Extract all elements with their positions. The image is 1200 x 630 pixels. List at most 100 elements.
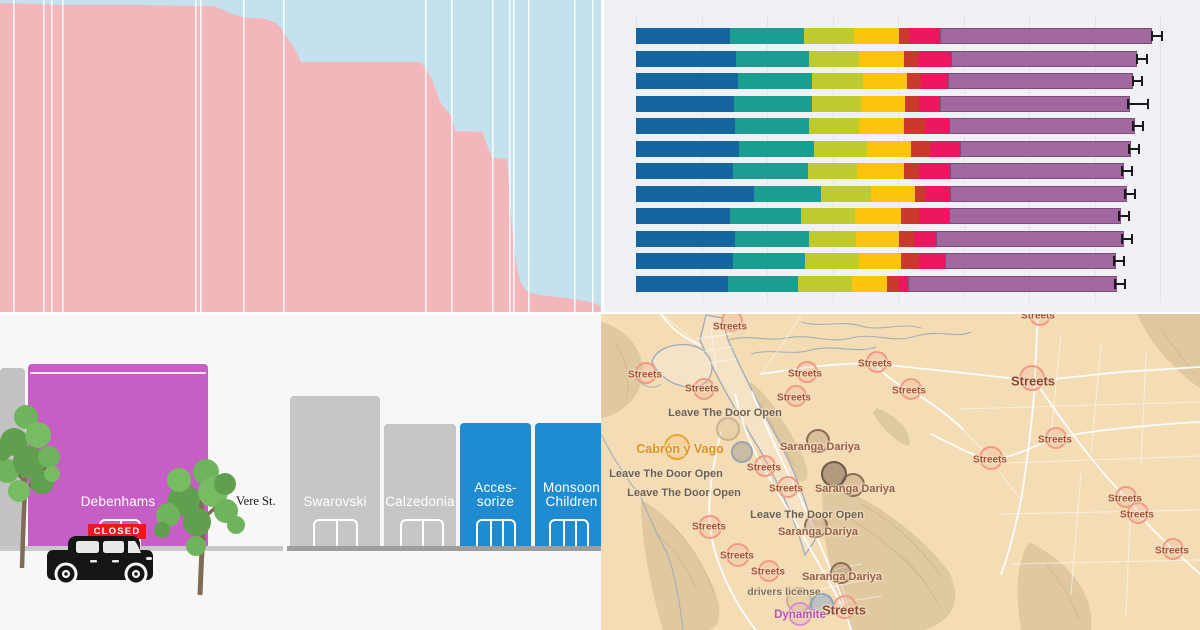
error-bar-line — [1114, 282, 1125, 285]
building-label: Monsoon Children — [543, 480, 600, 509]
gridline-vertical — [574, 0, 576, 312]
area-chart-svg — [0, 0, 601, 312]
bar-segment-yellow — [870, 185, 915, 202]
map-marker-darkfill — [821, 461, 847, 487]
bar-segment-dark-blue — [636, 50, 737, 67]
bar-segment-yellow-green — [797, 275, 852, 292]
bar-segment-magenta — [918, 208, 949, 224]
error-bar-line — [1132, 80, 1143, 82]
gridline-vertical — [195, 0, 197, 312]
gridline-vertical — [701, 14, 703, 302]
map-label-song: Leave The Door Open — [750, 509, 864, 521]
gridline-vertical — [51, 0, 53, 312]
map-label-song: Streets — [1021, 314, 1055, 322]
error-bar-cap — [1161, 31, 1164, 41]
gridline-vertical — [200, 0, 202, 312]
bar-segment-yellow-green — [808, 230, 857, 247]
bar-segment-magenta — [925, 185, 950, 202]
map-label-song: Saranga Dariya — [801, 571, 883, 583]
panel-stacked-bar-chart — [604, 0, 1200, 312]
bar-segment-red — [903, 163, 919, 179]
error-bar-cap — [1113, 278, 1116, 289]
map-marker-pink — [693, 378, 715, 400]
bar-segment-teal — [729, 208, 802, 224]
bar-segment-yellow — [855, 208, 902, 224]
gridline-vertical — [636, 14, 637, 302]
bar-segment-magenta — [918, 253, 946, 269]
map-marker-brown — [804, 514, 828, 538]
error-bar-line — [1113, 260, 1124, 262]
gridline-vertical — [513, 0, 515, 312]
bar-segment-magenta — [921, 73, 948, 89]
map-label-song: Saranga Dariya — [814, 483, 896, 495]
bar-segment-yellow — [851, 275, 887, 292]
bar-segment-red — [901, 253, 919, 269]
bar-segment-teal — [736, 50, 809, 67]
bar-segment-teal — [732, 253, 806, 269]
bar-segment-red — [903, 118, 926, 134]
error-bar-cap — [1138, 143, 1141, 154]
building-swarovski — [290, 396, 380, 546]
map-marker-bluefill — [810, 593, 834, 617]
error-bar-cap — [1135, 53, 1138, 64]
building-topline — [30, 372, 206, 374]
bar-segment-dark-blue — [636, 73, 739, 89]
door — [549, 519, 589, 546]
gridline-vertical — [451, 0, 453, 312]
error-bar-cap — [1120, 166, 1123, 176]
map-marker-pink — [785, 385, 807, 407]
map-label-song: Dynamite — [774, 609, 826, 621]
gridline-vertical — [1094, 14, 1096, 302]
bar-segment-yellow — [859, 253, 902, 269]
map-marker-purple — [788, 602, 812, 626]
bar-segment-magenta — [917, 50, 951, 67]
map-marker-pink — [726, 543, 750, 567]
building-label: Acces-sorize — [474, 480, 517, 509]
error-bar-cap — [1128, 211, 1131, 221]
map-label-song: Cabrón y Vago — [636, 442, 724, 456]
gridline-vertical — [243, 0, 245, 312]
street-name-label: Vere St. — [236, 494, 276, 508]
bar-segment-yellow — [862, 73, 907, 89]
door-divider — [490, 521, 492, 546]
map-label-song: Leave The Door Open — [668, 407, 782, 419]
building-monsoon — [535, 423, 601, 546]
map-marker-pink — [758, 560, 780, 582]
bar-segment-purple — [949, 185, 1127, 202]
bar-segment-red — [911, 140, 930, 157]
error-bar-line — [1132, 125, 1143, 127]
bar-segment-yellow-green — [801, 208, 856, 224]
area-series — [0, 3, 601, 312]
map-label-song: Streets — [1108, 493, 1142, 505]
bar-segment-dark-blue — [636, 185, 754, 202]
gridline-vertical — [528, 0, 530, 312]
bar-segment-yellow — [860, 95, 905, 112]
bar-segment-yellow-green — [814, 140, 868, 157]
bar-segment-teal — [729, 28, 805, 44]
gridline-vertical — [43, 0, 45, 312]
map-label-song: Streets — [1010, 373, 1056, 389]
bar-segment-purple — [948, 208, 1122, 224]
error-bar-line — [1121, 170, 1132, 172]
bar-segment-magenta — [929, 140, 960, 157]
map-label-song: Leave The Door Open — [627, 487, 741, 499]
bar-segment-teal — [739, 140, 815, 157]
bar-segment-purple — [949, 163, 1124, 179]
bar-segment-dark-blue — [636, 163, 733, 179]
bar-segment-red — [899, 28, 909, 44]
gridline-vertical — [283, 0, 285, 312]
bar-segment-purple — [959, 140, 1132, 157]
bar-segment-magenta — [914, 230, 937, 247]
door-divider — [422, 521, 424, 546]
map-label-song: Leave The Door Open — [609, 468, 723, 480]
error-bar-cap — [1118, 211, 1121, 221]
bar-segment-yellow — [853, 28, 900, 44]
map-marker-pink — [721, 314, 743, 332]
bar-segment-yellow-green — [812, 95, 861, 112]
bar-segment-teal — [732, 163, 808, 179]
map-label-song: Streets — [692, 521, 726, 533]
error-bar-line — [1119, 215, 1130, 217]
map-label-song: Streets — [788, 368, 822, 380]
map-label-song: Streets — [858, 358, 892, 370]
